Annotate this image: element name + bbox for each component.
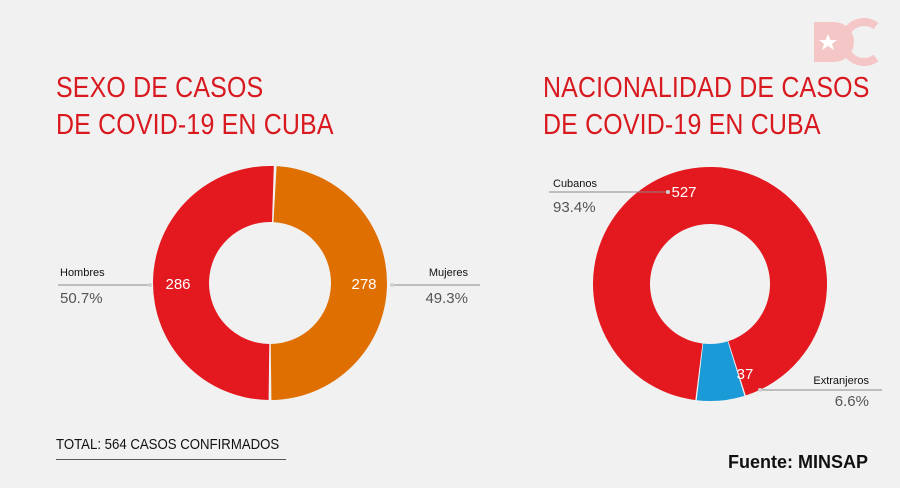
donut-slice: [270, 166, 388, 400]
source-label: Fuente: MINSAP: [727, 452, 868, 472]
leader-dot: [758, 388, 762, 392]
donut-slice: [593, 167, 827, 401]
chart-title-line: NACIONALIDAD DE CASOS: [543, 72, 870, 104]
chart-title-sexo: SEXO DE CASOS DE COVID-19 EN CUBA: [56, 70, 383, 144]
leader-dot: [666, 190, 670, 194]
slice-name-label: Cubanos: [553, 178, 598, 190]
slice-value-label: 278: [351, 276, 376, 293]
slice-value-label: 527: [671, 184, 696, 201]
donut-slice: [696, 341, 745, 401]
leader-dot: [148, 283, 152, 287]
leader-dot: [390, 283, 394, 287]
logo-star-icon: [819, 34, 837, 50]
logo-c-shape: [840, 18, 879, 66]
chart-title-nacionalidad: NACIONALIDAD DE CASOS DE COVID-19 EN CUB…: [543, 70, 870, 144]
slice-percent-label: 93.4%: [553, 199, 596, 216]
donut-slice: [153, 166, 274, 400]
slice-name-label: Hombres: [60, 267, 105, 279]
slice-value-label: 37: [737, 366, 754, 383]
chart-title-line: SEXO DE CASOS: [56, 72, 264, 104]
chart-title-line: DE COVID-19 EN CUBA: [56, 109, 334, 141]
slice-value-label: 286: [165, 276, 190, 293]
chart-title-line: DE COVID-19 EN CUBA: [543, 109, 821, 141]
slice-percent-label: 49.3%: [425, 290, 468, 307]
total-label: TOTAL: 564 CASOS CONFIRMADOS: [56, 436, 280, 453]
slice-name-label: Mujeres: [429, 267, 469, 279]
slice-percent-label: 6.6%: [835, 393, 869, 410]
slice-percent-label: 50.7%: [60, 290, 103, 307]
slice-name-label: Extranjeros: [813, 375, 869, 387]
logo: [814, 18, 879, 66]
total-underline: [56, 459, 286, 460]
